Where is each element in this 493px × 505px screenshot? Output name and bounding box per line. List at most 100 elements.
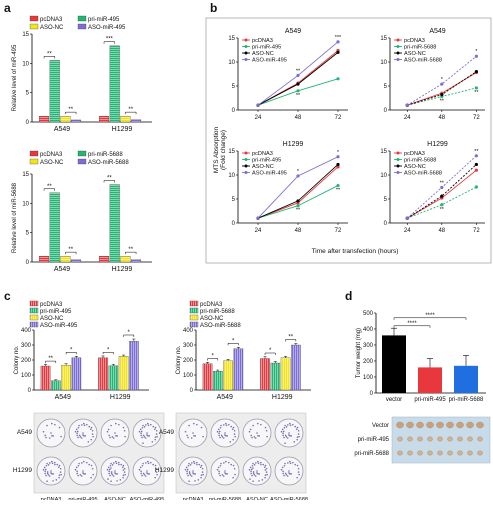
colony-dot [286, 475, 289, 477]
tumor [407, 450, 413, 456]
bar [71, 357, 82, 391]
colony-dot [145, 424, 147, 426]
sig-mark: * [212, 354, 215, 360]
colony-dot [155, 429, 158, 432]
colony-dot [257, 434, 259, 437]
colony-dot [154, 438, 156, 441]
bar [99, 255, 110, 263]
colony-dot [122, 469, 125, 471]
colony-dot [281, 428, 284, 431]
colony-dot [90, 438, 92, 441]
colony-dot [148, 473, 151, 475]
colony-dot [283, 464, 286, 467]
colony-dot [50, 470, 52, 472]
colony-dot [114, 470, 116, 472]
x-tick-label: 24 [404, 228, 411, 234]
colony-dot [283, 436, 285, 439]
colony-dot [110, 480, 112, 483]
tumor [397, 450, 403, 456]
colony-dot [252, 471, 255, 473]
colony-dot [265, 471, 268, 473]
colony-dot [220, 424, 222, 427]
legend-label: pri-miR-495 [88, 17, 120, 23]
colony-dot [252, 480, 254, 483]
legend-marker [244, 158, 248, 161]
legend-marker [396, 58, 400, 61]
colony-dot [193, 422, 195, 425]
colony-dot [253, 474, 256, 476]
bar [213, 371, 223, 391]
colony-dot [150, 461, 152, 464]
colony-dot [264, 464, 267, 467]
bar [49, 60, 60, 123]
y-tick-label: 200 [363, 359, 374, 365]
legend-label: ASO-miR-495 [40, 323, 78, 329]
bar [61, 365, 71, 391]
sig-bracket [393, 325, 431, 328]
bar [60, 255, 71, 263]
colony-dot [253, 464, 256, 466]
category-label: vector [386, 397, 402, 403]
colony-dot [221, 474, 224, 476]
colony-dot [188, 480, 190, 483]
colony-dot [224, 472, 226, 474]
legend-label: ASO-NC [200, 316, 224, 322]
colony-dot [285, 474, 288, 476]
colony-dot [140, 432, 142, 435]
tumor [396, 421, 404, 429]
colony-dot [52, 435, 55, 437]
category-label: A549 [55, 394, 71, 401]
colony-dot [121, 466, 124, 468]
legend-marker [244, 45, 248, 48]
legend-label: ASO-NC [404, 164, 426, 170]
colony-dot [46, 424, 48, 427]
colony-dot [45, 464, 48, 467]
colony-dot [144, 475, 147, 477]
colony-dot [87, 441, 90, 443]
colony-dot [106, 468, 109, 471]
sig-mark: ** [296, 208, 301, 214]
sig-mark: ** [68, 107, 73, 113]
colony-dot [77, 464, 80, 467]
colony-dot [194, 480, 196, 482]
colony-dot [78, 424, 80, 427]
y-tick-label: 100 [21, 373, 32, 379]
colony-dot [141, 436, 143, 439]
colony-dot [263, 466, 266, 468]
colony-dot [84, 435, 87, 437]
colony-dot [284, 424, 286, 427]
colony-dot [143, 426, 146, 428]
colony-dot [47, 464, 50, 466]
category-label: pri-miR-495 [414, 397, 446, 403]
category-label: H1299 [110, 394, 131, 401]
colony-dot [280, 430, 283, 433]
y-axis-label: Colony no. [176, 345, 182, 374]
plate-row-label: A549 [159, 429, 175, 436]
colony-dot [285, 426, 288, 428]
tumor-row-label: pri-miR-5688 [354, 451, 389, 457]
colony-dot [154, 464, 157, 467]
colony-dot [187, 474, 189, 477]
colony-dot [288, 432, 290, 434]
colony-dot [83, 424, 86, 427]
colony-dot [252, 424, 254, 427]
colony-dot [88, 425, 91, 428]
sig-mark: * [107, 347, 110, 353]
colony-dot [250, 470, 252, 473]
legend-label: pri-miR-5688 [404, 45, 436, 51]
colony-dot [249, 466, 252, 469]
y-axis-label: Relative level of miR-5688 [12, 182, 18, 253]
colony-dot [188, 424, 190, 427]
y-tick-label: 0 [26, 260, 30, 266]
legend-marker [244, 164, 248, 168]
bar [71, 259, 82, 263]
bar [40, 365, 51, 391]
colony-dot [250, 472, 252, 475]
colony-dot [189, 474, 192, 476]
colony-dot [296, 426, 299, 429]
legend-label: pri-miR-495 [40, 309, 72, 315]
colony-dot [115, 462, 118, 465]
legend-swatch [189, 314, 199, 321]
colony-dot [77, 426, 80, 429]
sig-mark: * [128, 330, 131, 336]
